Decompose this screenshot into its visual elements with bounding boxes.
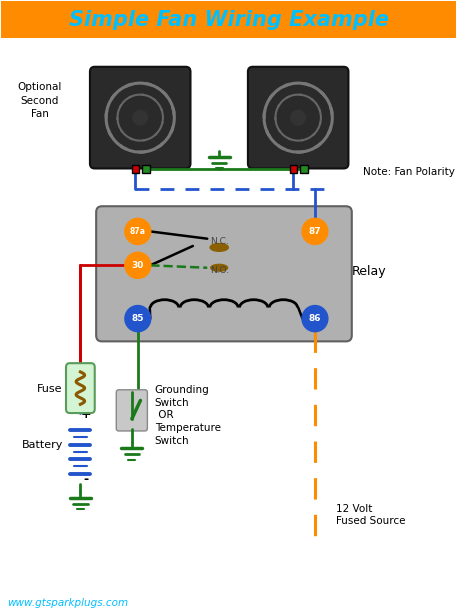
Circle shape — [125, 305, 151, 332]
Circle shape — [125, 218, 151, 245]
Circle shape — [302, 218, 328, 245]
Text: Simple Fan Wiring Example: Simple Fan Wiring Example — [69, 10, 389, 30]
FancyBboxPatch shape — [290, 165, 297, 173]
Circle shape — [133, 110, 147, 125]
FancyBboxPatch shape — [116, 390, 147, 431]
Text: 85: 85 — [132, 314, 144, 323]
Text: -: - — [83, 473, 89, 486]
Text: Note: Fan Polarity: Note: Fan Polarity — [363, 167, 455, 177]
Ellipse shape — [211, 264, 228, 271]
FancyBboxPatch shape — [1, 1, 456, 38]
Text: 12 Volt
Fused Source: 12 Volt Fused Source — [337, 504, 406, 525]
FancyBboxPatch shape — [142, 165, 150, 173]
Text: Optional
Second
Fan: Optional Second Fan — [18, 83, 62, 119]
Text: 30: 30 — [132, 261, 144, 270]
Text: N.C.: N.C. — [210, 237, 228, 246]
Text: Fuse: Fuse — [36, 384, 62, 394]
Text: Grounding
Switch
 OR
Temperature
Switch: Grounding Switch OR Temperature Switch — [155, 385, 220, 446]
FancyBboxPatch shape — [96, 206, 352, 341]
Text: 87a: 87a — [130, 227, 146, 236]
Circle shape — [291, 110, 305, 125]
Ellipse shape — [210, 243, 228, 251]
Circle shape — [125, 253, 151, 278]
Text: N.O.: N.O. — [210, 265, 229, 275]
Text: www.gtsparkplugs.com: www.gtsparkplugs.com — [7, 598, 128, 608]
Text: 86: 86 — [309, 314, 321, 323]
Text: +: + — [81, 408, 91, 421]
Text: 87: 87 — [309, 227, 321, 236]
FancyBboxPatch shape — [248, 67, 348, 169]
FancyBboxPatch shape — [132, 165, 139, 173]
Text: Relay: Relay — [352, 265, 386, 278]
Text: Battery: Battery — [21, 440, 63, 449]
FancyBboxPatch shape — [90, 67, 191, 169]
FancyBboxPatch shape — [300, 165, 308, 173]
Circle shape — [302, 305, 328, 332]
FancyBboxPatch shape — [66, 363, 95, 413]
